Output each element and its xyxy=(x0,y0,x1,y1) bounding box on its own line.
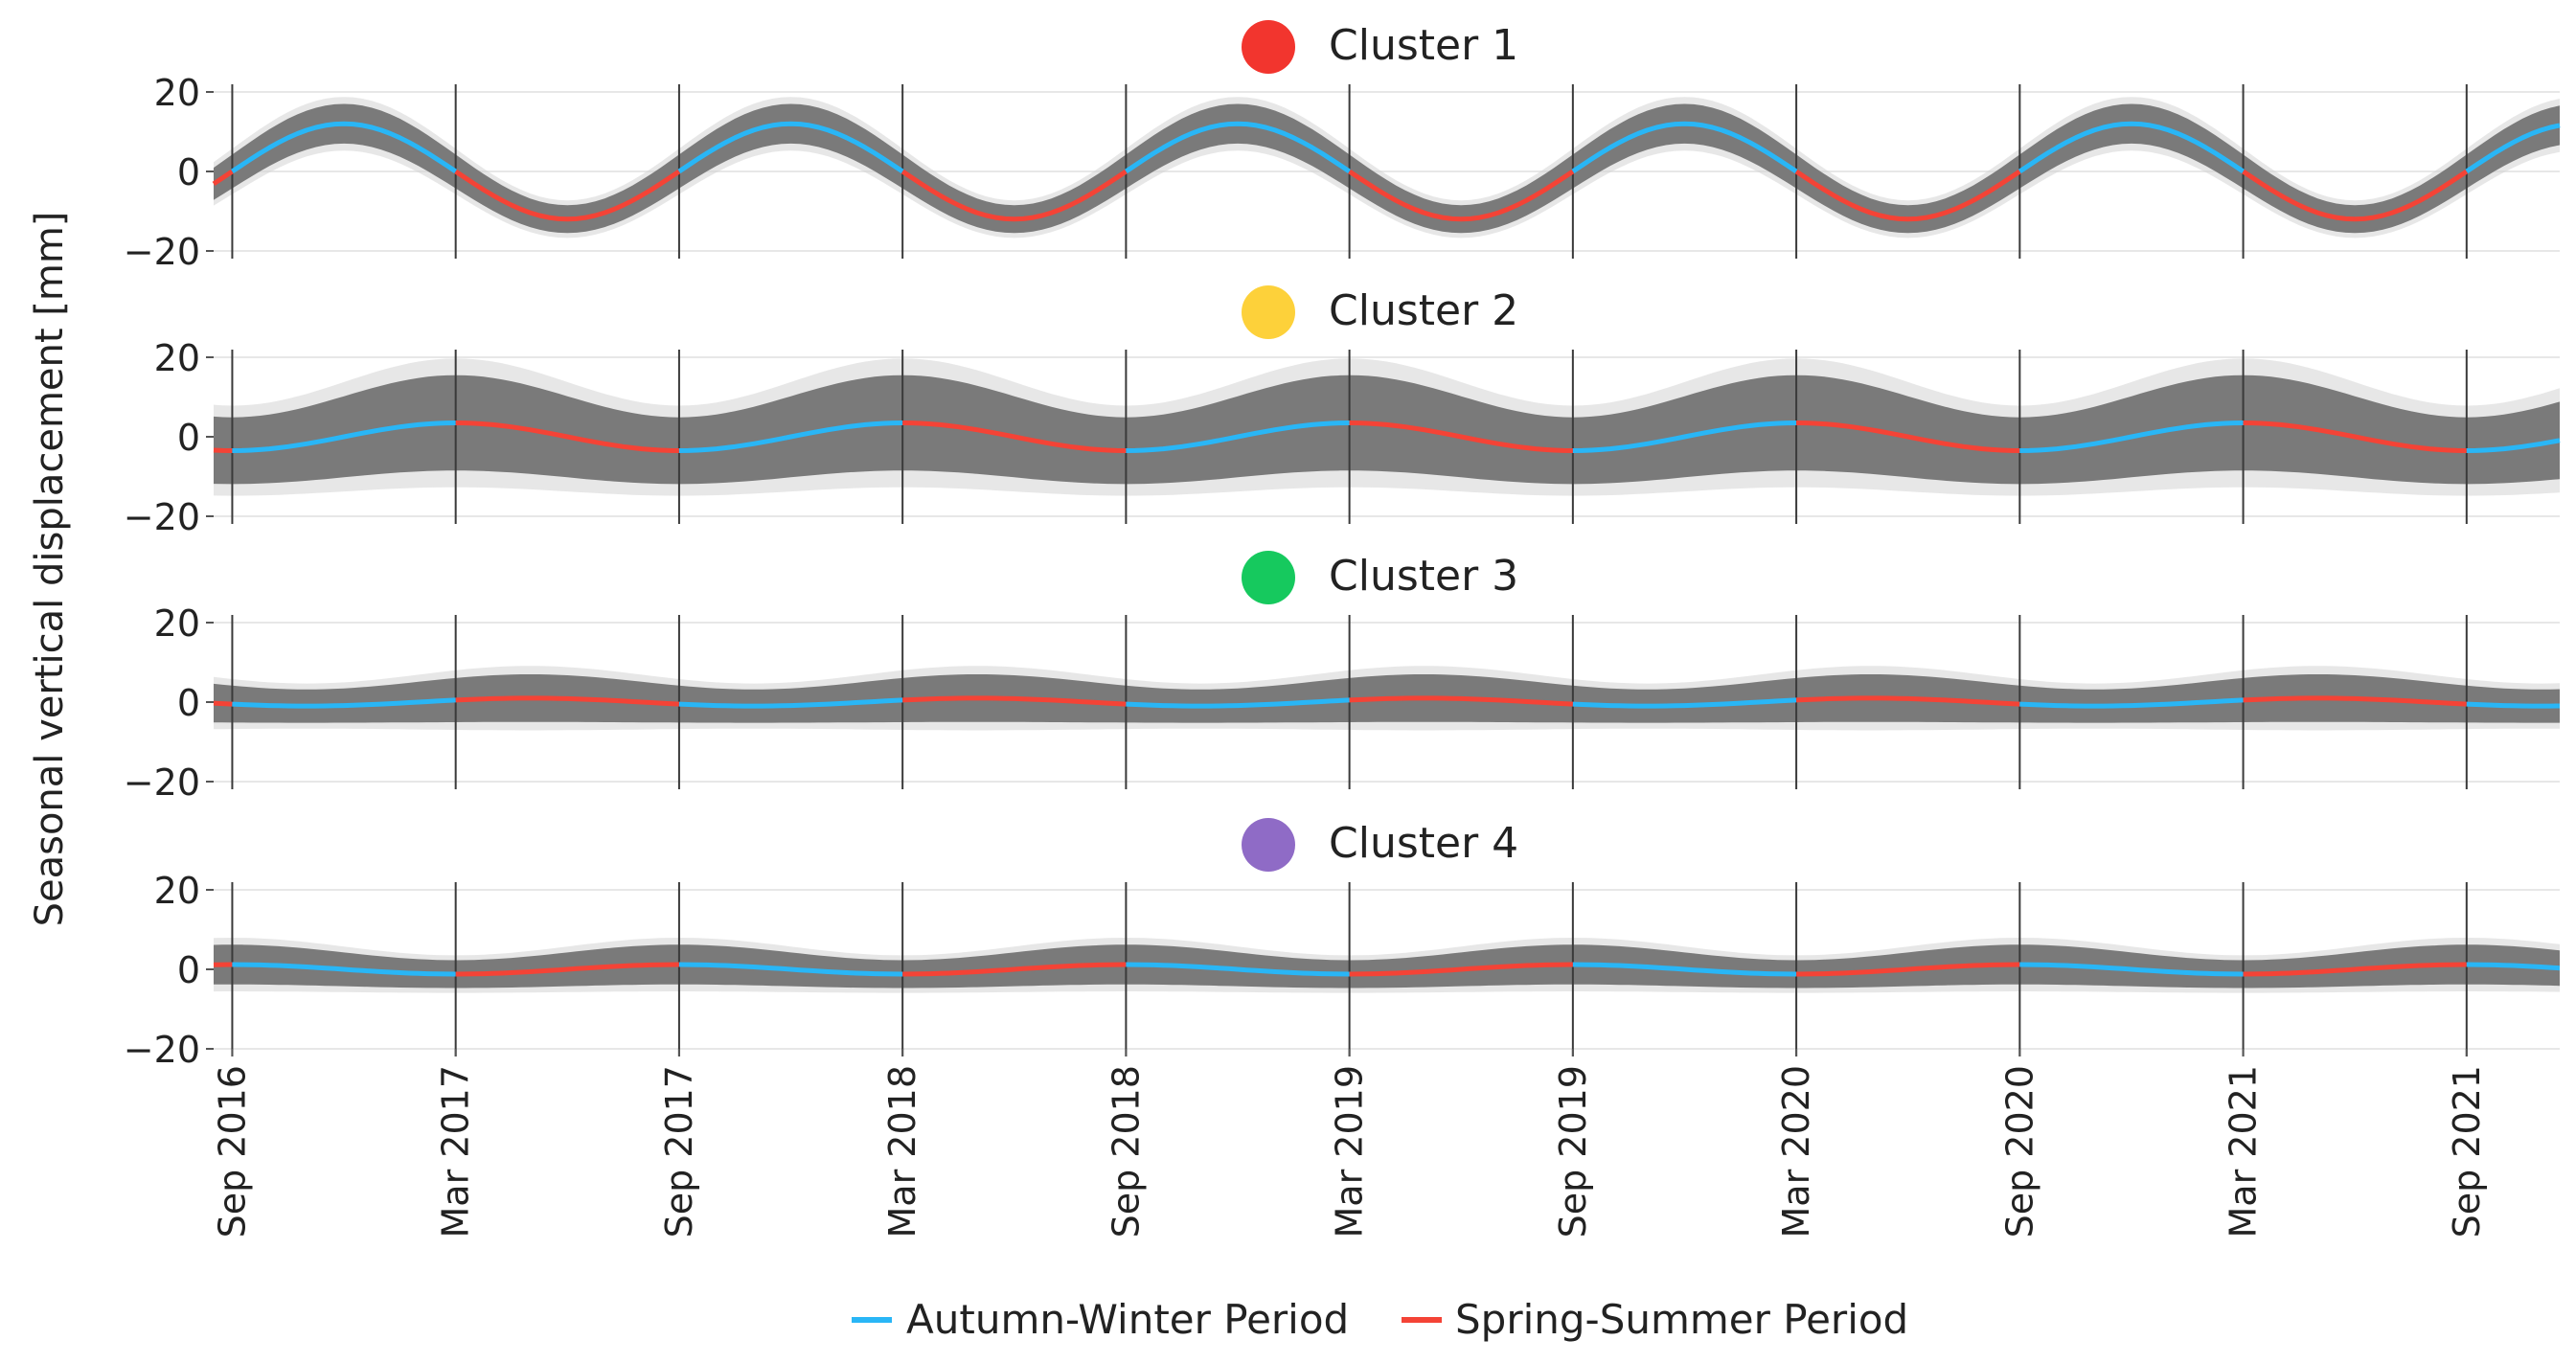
cluster-4-autumn-winter-mean xyxy=(678,962,903,977)
cluster-2-autumn-winter-mean xyxy=(232,420,456,453)
cluster-panels: Cluster 1 20 0 −20 Cluster 2 20 0 −20 Cluster 3 2… xyxy=(124,20,2561,1071)
cluster-panel-1: Cluster 1 20 0 −20 xyxy=(124,20,2561,273)
x-tick-label: Sep 2021 xyxy=(2446,1065,2488,1238)
cluster-3-autumn-winter-mean xyxy=(2466,701,2561,709)
cluster-2-spring-summer-mean xyxy=(2243,420,2467,453)
cluster-3-spring-summer-mean xyxy=(2243,695,2467,707)
y-tick-label: 20 xyxy=(154,870,200,912)
cluster-2-autumn-winter-mean xyxy=(1572,420,1797,453)
cluster-3-spring-summer-mean xyxy=(1795,695,2020,707)
cluster-1-spring-summer-mean xyxy=(1348,169,1575,222)
cluster-1-dot xyxy=(1242,20,1295,74)
cluster-4-spring-summer-mean xyxy=(2243,962,2467,977)
cluster-4-spring-summer-mean xyxy=(902,962,1127,977)
cluster-4-dot xyxy=(1242,818,1295,872)
cluster-1-spring-summer-mean xyxy=(1794,169,2021,222)
cluster-panel-2: Cluster 2 20 0 −20 xyxy=(124,285,2561,538)
cluster-4-autumn-winter-mean xyxy=(1572,962,1797,977)
cluster-panel-4: Cluster 4 20 0 −20 xyxy=(124,818,2561,1071)
cluster-3-autumn-winter-mean xyxy=(1572,697,1797,709)
cluster-3-spring-summer-mean xyxy=(213,700,233,707)
cluster-3-dot xyxy=(1242,551,1295,604)
cluster-2-autumn-winter-mean xyxy=(678,420,903,453)
cluster-3-spring-summer-mean xyxy=(902,695,1127,707)
cluster-4-title: Cluster 4 xyxy=(1329,819,1518,868)
y-axis-label: Seasonal vertical displacement [mm] xyxy=(28,212,72,927)
legend-label-2: Spring-Summer Period xyxy=(1455,1296,1908,1343)
cluster-2-dot xyxy=(1242,285,1295,339)
cluster-3-autumn-winter-mean xyxy=(2019,697,2244,709)
cluster-panel-3: Cluster 3 20 0 −20 xyxy=(124,551,2561,804)
cluster-2-spring-summer-mean xyxy=(1796,420,2020,453)
y-tick-label: 0 xyxy=(177,417,200,459)
y-tick-label: 0 xyxy=(177,949,200,991)
y-tick-label: −20 xyxy=(124,1029,200,1071)
y-tick-label: 0 xyxy=(177,682,200,724)
cluster-2-spring-summer-mean xyxy=(455,420,679,453)
x-tick-label: Mar 2017 xyxy=(435,1065,477,1238)
cluster-3-title: Cluster 3 xyxy=(1329,552,1518,601)
cluster-4-autumn-winter-mean xyxy=(2019,962,2244,977)
cluster-2-spring-summer-mean xyxy=(902,420,1127,453)
cluster-2-autumn-winter-mean xyxy=(1126,420,1350,453)
y-tick-label: −20 xyxy=(124,231,200,273)
y-tick-label: −20 xyxy=(124,496,200,538)
cluster-2-band xyxy=(214,375,2560,485)
cluster-1-spring-summer-mean xyxy=(900,169,1128,222)
cluster-4-autumn-winter-mean xyxy=(232,962,456,977)
x-tick-label: Sep 2020 xyxy=(1998,1065,2040,1238)
cluster-1-autumn-winter-mean xyxy=(1125,121,1351,174)
x-tick-label: Sep 2016 xyxy=(211,1065,253,1238)
cluster-1-autumn-winter-mean xyxy=(2017,121,2245,174)
cluster-4-autumn-winter-mean xyxy=(1126,962,1350,977)
legend-label-1: Autumn-Winter Period xyxy=(906,1296,1349,1343)
y-tick-label: 20 xyxy=(154,337,200,379)
cluster-2-spring-summer-mean xyxy=(1349,420,1573,453)
cluster-4-band xyxy=(214,944,2560,988)
cluster-4-spring-summer-mean xyxy=(455,962,679,977)
cluster-2-title: Cluster 2 xyxy=(1329,286,1518,335)
cluster-1-spring-summer-mean xyxy=(212,169,234,186)
x-tick-label: Mar 2021 xyxy=(2223,1065,2265,1238)
cluster-1-autumn-winter-mean xyxy=(2465,123,2561,174)
cluster-1-spring-summer-mean xyxy=(454,169,681,222)
cluster-1-title: Cluster 1 xyxy=(1329,21,1518,70)
cluster-4-spring-summer-mean xyxy=(1796,962,2020,977)
x-tick-label: Sep 2017 xyxy=(658,1065,700,1238)
cluster-2-spring-summer-mean xyxy=(213,447,233,453)
y-tick-label: 20 xyxy=(154,602,200,645)
cluster-2-autumn-winter-mean xyxy=(2466,438,2561,453)
x-tick-label: Mar 2020 xyxy=(1775,1065,1817,1238)
x-tick-label: Sep 2019 xyxy=(1552,1065,1594,1238)
cluster-3-autumn-winter-mean xyxy=(232,697,456,709)
legend: Autumn-Winter Period Spring-Summer Period xyxy=(852,1296,1908,1343)
cluster-4-autumn-winter-mean xyxy=(2466,962,2561,971)
cluster-1-spring-summer-mean xyxy=(2242,169,2469,222)
cluster-1-autumn-winter-mean xyxy=(1571,121,1798,174)
x-tick-label: Mar 2018 xyxy=(881,1065,923,1238)
y-tick-label: 0 xyxy=(177,151,200,193)
cluster-3-autumn-winter-mean xyxy=(678,697,903,709)
cluster-3-spring-summer-mean xyxy=(1349,695,1574,707)
x-axis: Sep 2016 Mar 2017 Sep 2017 Mar 2018 Sep 2018… xyxy=(211,1049,2488,1238)
cluster-1-autumn-winter-mean xyxy=(231,121,458,174)
x-tick-label: Sep 2018 xyxy=(1105,1065,1147,1238)
y-tick-label: −20 xyxy=(124,761,200,804)
y-tick-label: 20 xyxy=(154,72,200,114)
cluster-3-spring-summer-mean xyxy=(455,695,680,707)
cluster-1-autumn-winter-mean xyxy=(677,121,904,174)
cluster-3-autumn-winter-mean xyxy=(1126,697,1350,709)
cluster-2-autumn-winter-mean xyxy=(2019,420,2244,453)
x-tick-label: Mar 2019 xyxy=(1329,1065,1371,1238)
cluster-4-spring-summer-mean xyxy=(1349,962,1573,977)
